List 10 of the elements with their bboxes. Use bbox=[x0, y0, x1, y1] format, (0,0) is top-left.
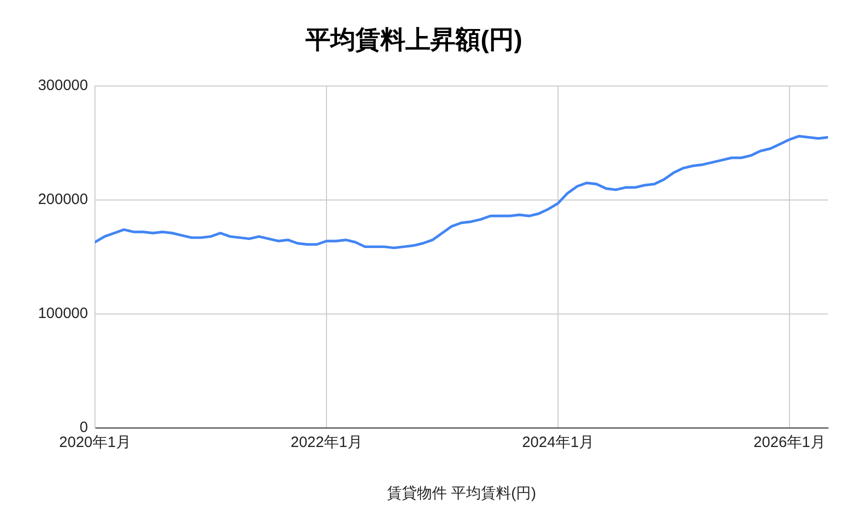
y-tick-label: 200000 bbox=[38, 191, 88, 208]
chart-title: 平均賃料上昇額(円) bbox=[304, 26, 522, 54]
x-tick-label: 2020年1月 bbox=[59, 434, 131, 452]
x-tick-label: 2024年1月 bbox=[522, 434, 594, 452]
x-tick-label: 2026年1月 bbox=[754, 434, 826, 452]
x-axis-title: 賃貸物件 平均賃料(円) bbox=[386, 485, 536, 502]
y-tick-label: 300000 bbox=[38, 77, 88, 94]
y-tick-label: 0 bbox=[80, 419, 88, 436]
y-tick-label: 100000 bbox=[38, 305, 88, 322]
x-tick-label: 2022年1月 bbox=[290, 434, 362, 452]
